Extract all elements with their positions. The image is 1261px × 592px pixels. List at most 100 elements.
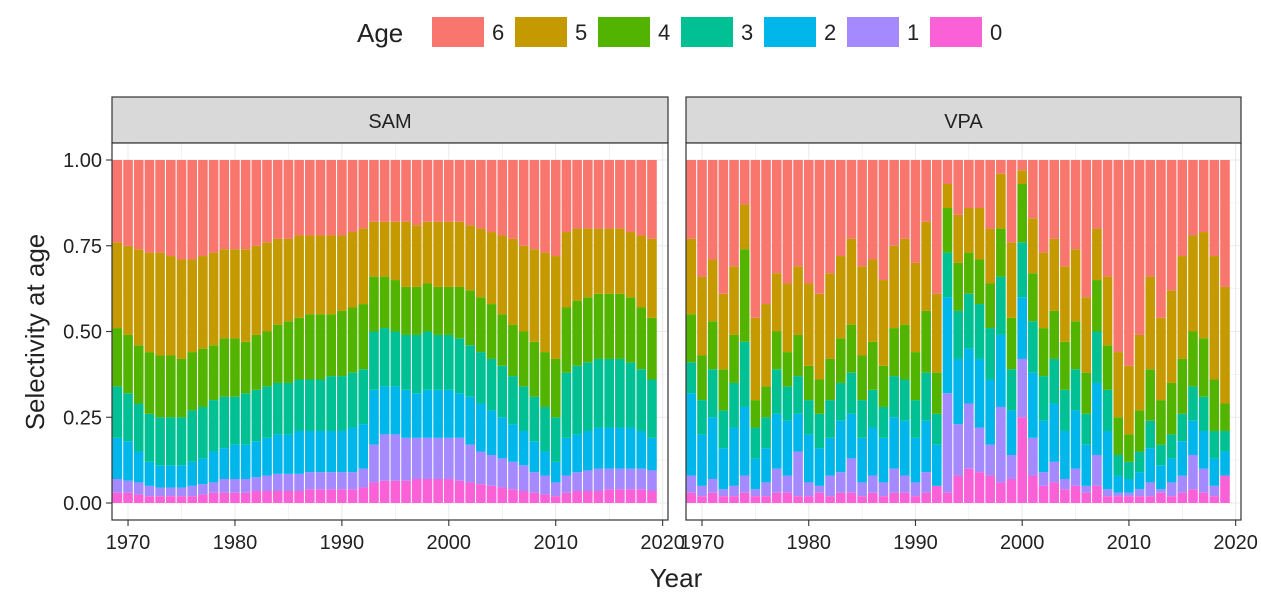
legend-label-age-0: 0 [990,20,1002,45]
bar-sam-2019-age-1 [647,470,657,491]
bar-sam-1971-age-5 [133,249,144,346]
bar-sam-1984-age-3 [272,382,283,435]
bar-sam-1989-age-0 [326,489,337,503]
bar-sam-1998-age-4 [422,283,433,332]
bar-vpa-1980-age-1 [803,482,814,497]
bar-sam-1985-age-3 [283,382,294,435]
y-tick-label: 1.00 [63,150,102,172]
bar-sam-2006-age-2 [508,424,518,462]
x-tick-label: 2020 [1213,532,1258,554]
bar-sam-1992-age-6 [358,160,369,229]
bar-vpa-1997-age-3 [985,328,995,380]
bar-sam-1970-age-3 [123,393,133,442]
bar-vpa-1977-age-5 [771,273,782,332]
y-tick-label: 0.50 [63,322,102,344]
panel-border [685,142,1242,521]
bar-sam-1983-age-3 [262,386,272,438]
bar-sam-2002-age-5 [465,225,476,291]
bar-vpa-2002-age-4 [1038,328,1049,377]
bar-vpa-1981-age-1 [814,485,825,493]
bar-sam-1990-age-0 [337,489,347,503]
bar-sam-2017-age-5 [625,232,636,298]
bar-vpa-2017-age-3 [1198,396,1209,431]
bar-vpa-2016-age-4 [1188,331,1198,387]
legend: Age 6 5 4 3 2 1 0 [357,17,1002,48]
bar-sam-2013-age-4 [582,297,593,363]
bar-sam-1981-age-4 [240,341,251,394]
bar-vpa-1999-age-5 [1006,242,1017,318]
bar-vpa-2018-age-0 [1209,496,1220,503]
bar-vpa-1974-age-4 [739,249,750,342]
bar-vpa-2000-age-1 [1017,358,1028,418]
bar-sam-1987-age-3 [304,379,315,431]
bar-sam-1989-age-1 [326,472,337,490]
bar-vpa-1974-age-3 [739,341,750,407]
bar-sam-2013-age-0 [582,490,593,503]
bar-sam-2000-age-5 [443,221,454,287]
bar-sam-2015-age-0 [604,489,615,503]
bar-sam-1983-age-0 [262,490,272,503]
bar-vpa-2014-age-0 [1166,496,1177,503]
bar-vpa-1995-age-6 [964,160,974,209]
bar-vpa-1972-age-4 [718,369,729,411]
bar-sam-1999-age-1 [433,437,443,479]
bar-sam-1993-age-4 [369,276,379,332]
bar-sam-2000-age-3 [443,334,454,390]
bar-vpa-1979-age-1 [793,451,803,497]
bar-sam-2018-age-0 [636,489,647,503]
bar-sam-1994-age-2 [379,386,390,435]
bar-sam-2010-age-4 [550,358,561,418]
bar-sam-1973-age-6 [155,160,165,253]
bar-vpa-1997-age-5 [985,228,995,284]
bar-vpa-1991-age-0 [921,492,931,503]
y-tick-label: 0.75 [63,236,102,258]
bar-vpa-1978-age-2 [782,420,793,476]
bar-vpa-2018-age-3 [1209,430,1220,459]
bar-sam-1998-age-6 [422,160,433,222]
bar-vpa-1999-age-1 [1006,454,1017,479]
bar-sam-2011-age-4 [561,307,572,373]
bar-sam-1989-age-5 [326,235,337,315]
bar-sam-2019-age-2 [647,437,657,471]
bar-sam-1973-age-0 [155,496,165,503]
bar-vpa-2003-age-5 [1049,238,1060,311]
bar-sam-2003-age-6 [476,160,486,229]
bar-vpa-1988-age-4 [889,328,899,377]
bar-vpa-1978-age-4 [782,352,793,387]
bar-vpa-1971-age-0 [707,492,718,503]
bar-sam-1993-age-1 [369,444,379,483]
bar-sam-2014-age-6 [593,160,604,229]
bar-sam-1996-age-4 [401,286,411,335]
bar-sam-2001-age-6 [454,160,465,222]
bar-sam-1986-age-0 [294,490,304,503]
legend-label-age-5: 5 [575,20,587,45]
bar-sam-2003-age-4 [476,297,486,353]
bar-sam-2007-age-6 [518,160,529,246]
bar-sam-2007-age-5 [518,245,529,332]
bar-sam-1987-age-0 [304,489,315,503]
bar-vpa-1981-age-2 [814,448,825,486]
bar-vpa-1975-age-6 [750,160,761,318]
bar-sam-1994-age-6 [379,160,390,222]
bar-vpa-1974-age-0 [739,492,750,503]
bar-sam-1972-age-2 [144,461,155,486]
bar-vpa-1996-age-1 [974,427,985,473]
bar-vpa-2000-age-0 [1017,417,1028,503]
bar-sam-1996-age-5 [401,221,411,287]
bar-vpa-1999-age-4 [1006,317,1017,370]
bar-sam-1977-age-2 [198,458,208,485]
bar-vpa-1988-age-5 [889,245,899,329]
bar-vpa-1979-age-2 [793,413,803,452]
bar-sam-1970-age-2 [123,441,133,481]
bar-vpa-1985-age-3 [857,400,867,438]
bar-sam-1991-age-6 [347,160,358,233]
bar-sam-1975-age-5 [176,259,187,359]
bar-vpa-1995-age-2 [964,348,974,404]
bar-sam-1980-age-1 [230,478,240,493]
bar-vpa-1972-age-5 [718,293,729,370]
bar-sam-2006-age-6 [508,160,518,239]
bar-sam-2017-age-1 [625,468,636,490]
bar-vpa-1986-age-2 [867,427,878,476]
bar-vpa-1982-age-1 [825,475,835,497]
bar-vpa-1991-age-1 [921,472,931,493]
